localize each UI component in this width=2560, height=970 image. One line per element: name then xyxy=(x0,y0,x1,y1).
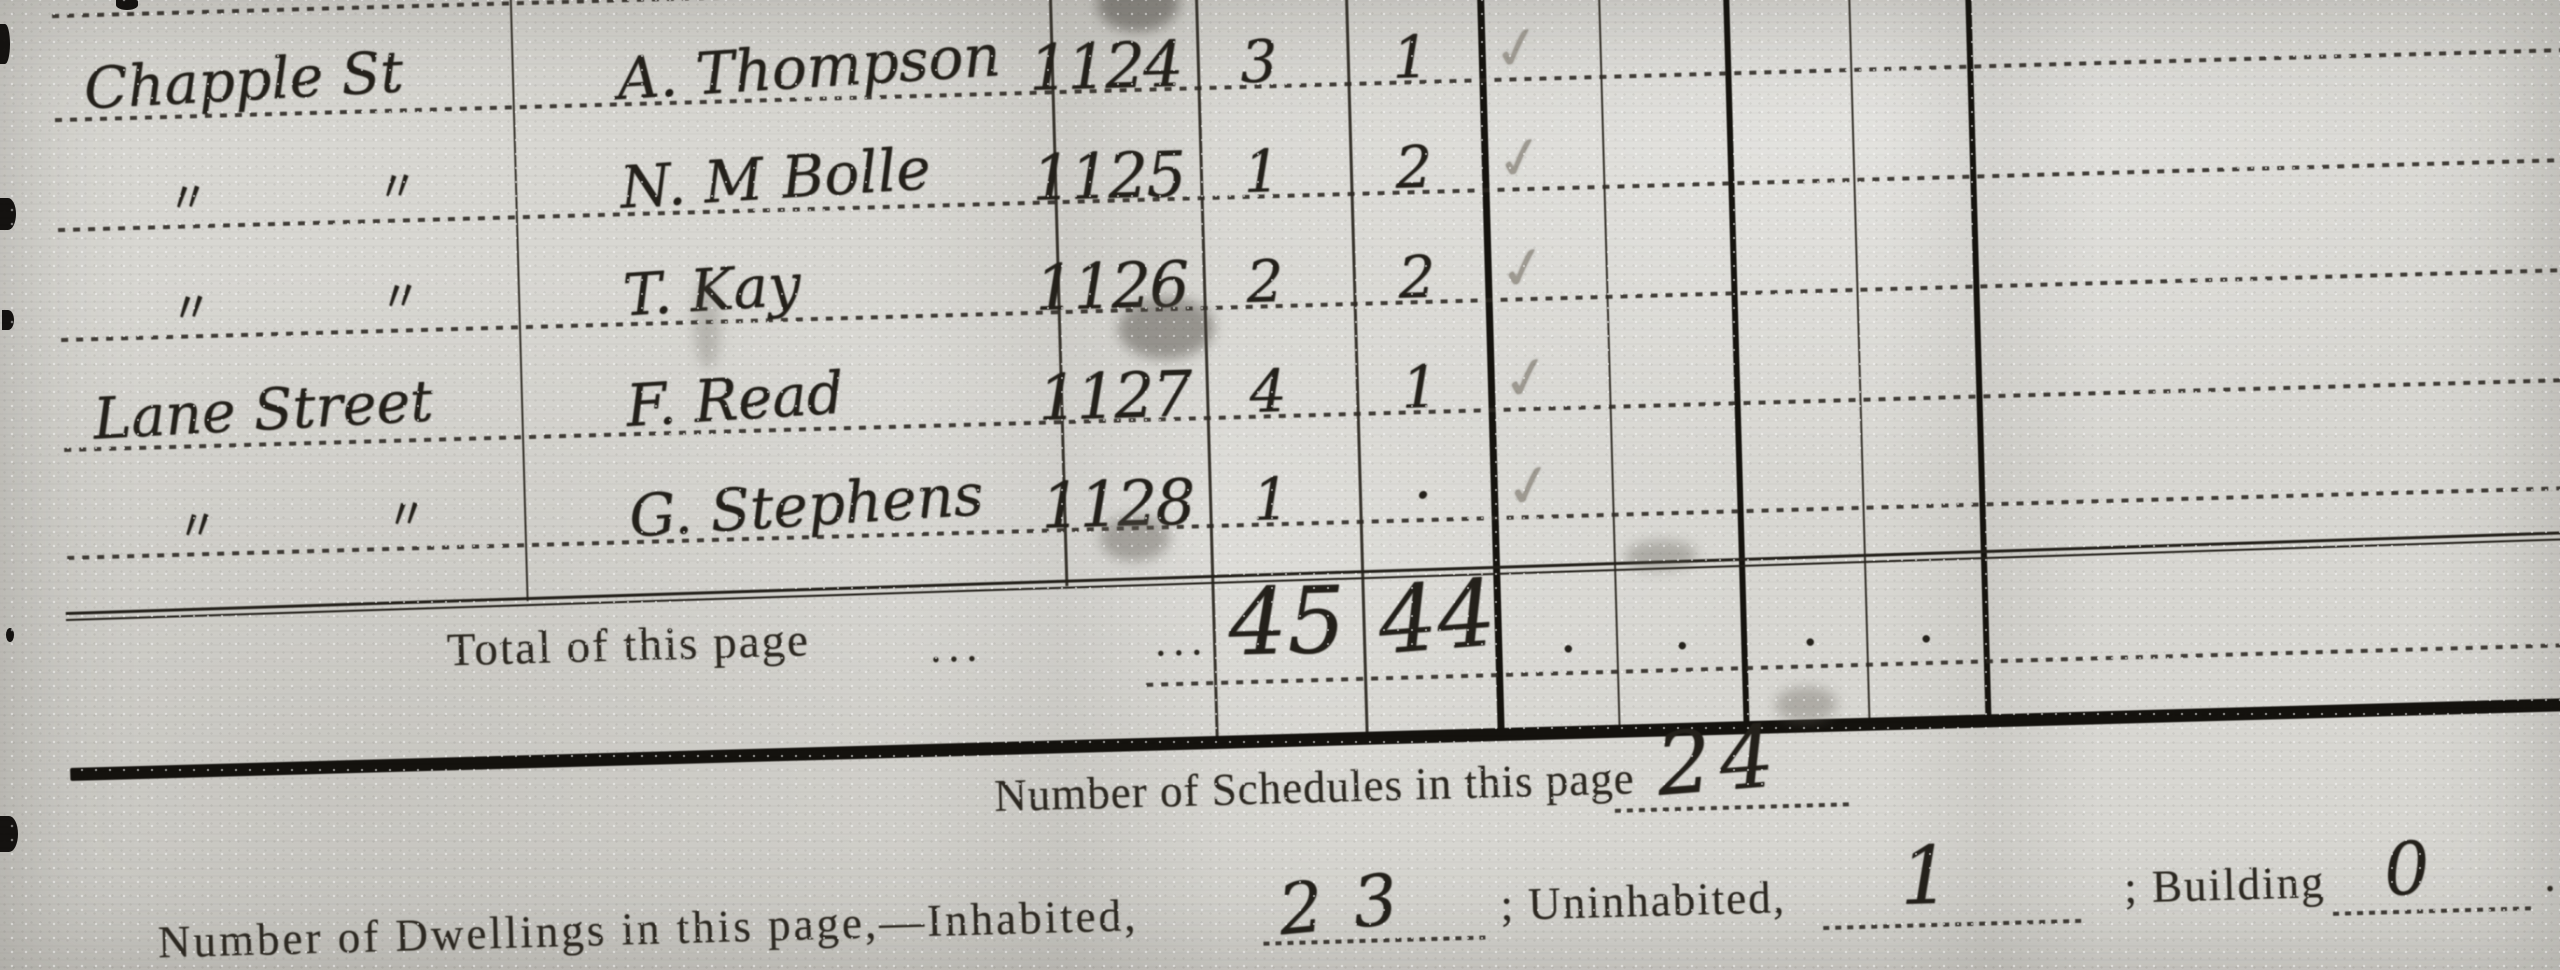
count-cell: 3 xyxy=(1239,27,1279,97)
table-row: Lane Street F. Read 1127 4 1 ✓ xyxy=(9,340,2560,453)
column-rule-thick xyxy=(1962,0,1992,719)
leader-dots: ... xyxy=(1154,615,1210,666)
blank-dash-mark: · xyxy=(1918,615,1934,664)
column-rule-thick xyxy=(1720,0,1750,726)
building-value: 0 xyxy=(2380,825,2433,913)
column-rule xyxy=(508,0,529,602)
name-cell: T. Kay xyxy=(621,250,803,330)
inhabited-value: 23 xyxy=(1274,855,1432,952)
street-cell: Lane Street xyxy=(91,368,435,453)
pencil-smudge xyxy=(1774,685,1838,724)
pencil-checkmark-icon: ✓ xyxy=(1487,10,1548,86)
table-row: 〃 〃 T. Kay 1126 2 2 ✓ xyxy=(6,230,2560,343)
count-cell: 2 xyxy=(1397,242,1437,312)
uninhabited-label: ; Uninhabited, xyxy=(1499,872,1787,931)
schedule-number-cell: 1126 xyxy=(1034,247,1189,325)
schedules-line: Number of Schedules in this page 24 xyxy=(0,0,2560,821)
blank-dash-mark: · xyxy=(1560,625,1576,674)
total-count-b: 44 xyxy=(1374,559,1500,676)
count-cell: 1 xyxy=(1391,22,1431,92)
total-row: Total of this page ... ... 45 44 · · · · xyxy=(0,0,2560,687)
building-label: ; Building xyxy=(2123,857,2327,913)
column-rule xyxy=(1845,0,1871,722)
terminal-period: . xyxy=(2543,850,2557,901)
schedule-number-cell: 1127 xyxy=(1037,357,1192,435)
count-cell: 2 xyxy=(1394,132,1434,202)
table-row: Chapple St A. Thompson 1124 3 1 ✓ xyxy=(0,10,2560,123)
street-cell: 〃 〃 xyxy=(169,270,425,334)
dotted-baseline xyxy=(52,0,2560,19)
name-cell: F. Read xyxy=(624,358,846,441)
blank-dash-mark: · xyxy=(1802,619,1818,667)
scan-artifact xyxy=(0,816,18,852)
count-cell: 2 xyxy=(1245,246,1285,316)
count-cell: 4 xyxy=(1248,356,1288,426)
count-cell: 1 xyxy=(1251,464,1291,534)
dwellings-label: Number of Dwellings in this page,—Inhabi… xyxy=(157,890,1139,968)
schedules-value: 24 xyxy=(1652,706,1786,816)
schedules-label: Number of Schedules in this page xyxy=(993,753,1636,822)
blank-dash-mark: · xyxy=(1674,622,1690,671)
pencil-checkmark-icon: ✓ xyxy=(1499,448,1560,524)
schedule-number-cell: 1125 xyxy=(1030,137,1186,215)
street-cell: Chapple St xyxy=(82,39,405,123)
total-label: Total of this page xyxy=(446,614,811,677)
total-count-a: 45 xyxy=(1226,566,1347,677)
pencil-checkmark-icon: ✓ xyxy=(1490,120,1551,196)
name-cell: N. M Bolle xyxy=(618,134,933,222)
schedule-number-cell: 1124 xyxy=(1027,27,1183,105)
street-cell: 〃 〃 xyxy=(165,160,422,224)
table-row: 〃 〃 N. M Bolle 1125 1 2 ✓ xyxy=(3,120,2560,233)
scan-artifact xyxy=(6,628,14,642)
count-cell: · xyxy=(1412,460,1434,530)
fill-in-underline xyxy=(1823,918,2086,931)
schedule-number-cell: 1128 xyxy=(1040,465,1195,543)
leader-dots: ... xyxy=(929,621,985,672)
street-cell: 〃 〃 xyxy=(175,488,431,552)
pencil-checkmark-icon: ✓ xyxy=(1496,340,1557,416)
count-cell: 1 xyxy=(1242,136,1282,206)
pencil-checkmark-icon: ✓ xyxy=(1493,230,1554,306)
uninhabited-value: 1 xyxy=(1898,828,1953,923)
count-cell: 1 xyxy=(1400,352,1440,422)
